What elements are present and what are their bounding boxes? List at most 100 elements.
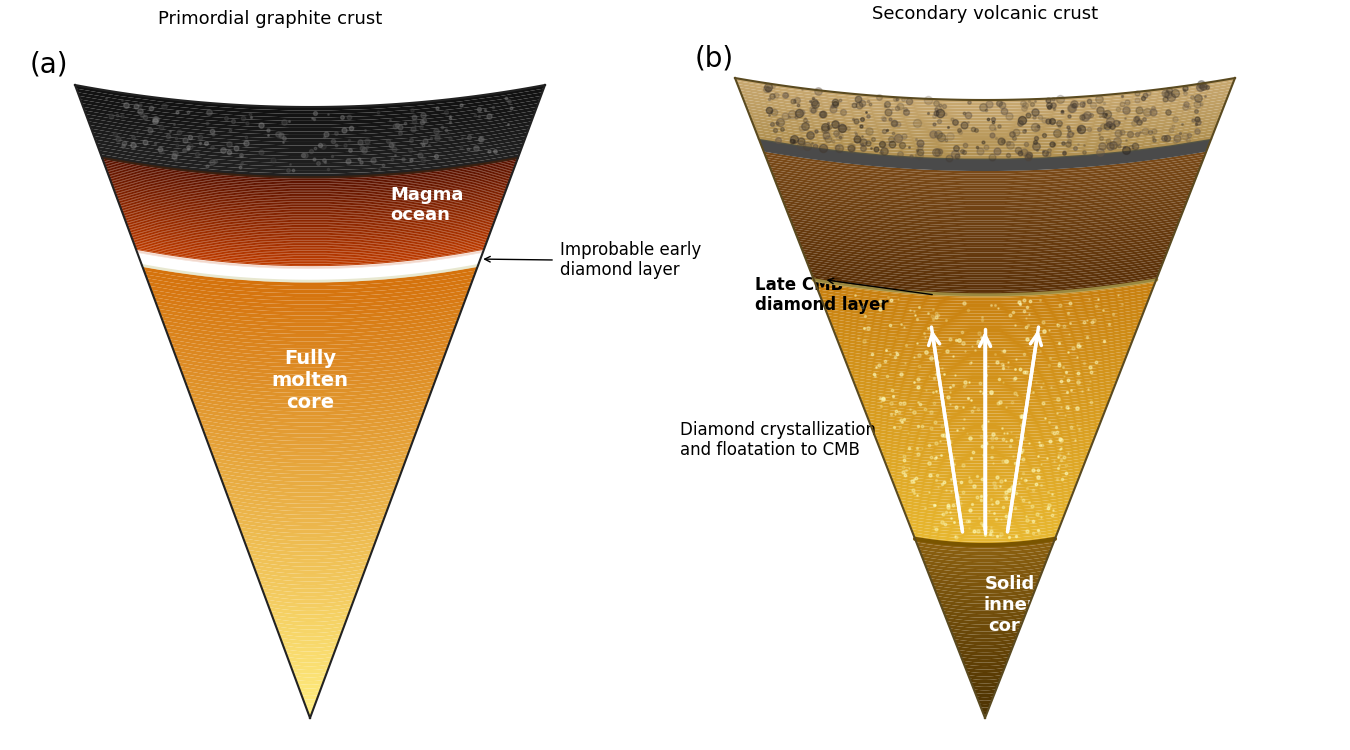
Polygon shape (113, 188, 506, 208)
Polygon shape (822, 302, 1148, 320)
Polygon shape (235, 515, 385, 526)
Polygon shape (181, 370, 439, 386)
Polygon shape (842, 354, 1127, 370)
Polygon shape (981, 707, 990, 711)
Polygon shape (182, 374, 437, 389)
Polygon shape (958, 650, 1011, 656)
Polygon shape (975, 693, 995, 698)
Polygon shape (861, 403, 1108, 416)
Polygon shape (101, 154, 520, 177)
Polygon shape (132, 241, 487, 259)
Polygon shape (205, 435, 414, 448)
Polygon shape (275, 626, 344, 633)
Polygon shape (108, 173, 513, 194)
Polygon shape (814, 280, 1156, 298)
Polygon shape (126, 222, 494, 241)
Polygon shape (277, 630, 343, 637)
Polygon shape (173, 347, 448, 364)
Polygon shape (972, 686, 998, 690)
Polygon shape (294, 676, 325, 681)
Polygon shape (148, 282, 472, 301)
Polygon shape (886, 464, 1084, 476)
Polygon shape (984, 715, 987, 718)
Polygon shape (922, 556, 1048, 566)
Polygon shape (896, 490, 1075, 501)
Polygon shape (884, 461, 1085, 473)
Polygon shape (123, 214, 497, 232)
Polygon shape (305, 706, 315, 710)
Polygon shape (112, 184, 508, 205)
Polygon shape (84, 106, 537, 131)
Polygon shape (880, 452, 1089, 464)
Polygon shape (215, 462, 405, 474)
Polygon shape (952, 632, 1019, 638)
Polygon shape (248, 554, 371, 563)
Polygon shape (757, 136, 1212, 158)
Polygon shape (211, 450, 409, 464)
Polygon shape (200, 420, 421, 434)
Polygon shape (768, 164, 1202, 186)
Polygon shape (77, 88, 544, 114)
Polygon shape (872, 429, 1098, 442)
Polygon shape (771, 170, 1199, 190)
Polygon shape (244, 542, 375, 552)
Polygon shape (80, 96, 541, 121)
Polygon shape (868, 419, 1102, 432)
Polygon shape (193, 404, 427, 419)
Polygon shape (891, 477, 1079, 488)
Polygon shape (282, 641, 339, 648)
Polygon shape (230, 500, 392, 512)
Polygon shape (791, 224, 1179, 242)
Polygon shape (162, 320, 458, 338)
Polygon shape (120, 207, 500, 226)
Polygon shape (791, 220, 1180, 240)
Polygon shape (768, 162, 1203, 183)
Polygon shape (784, 202, 1187, 223)
Text: (a): (a) (30, 50, 69, 78)
Polygon shape (100, 151, 521, 173)
Polygon shape (850, 374, 1119, 388)
Polygon shape (155, 302, 464, 320)
Polygon shape (902, 506, 1068, 517)
Polygon shape (161, 316, 459, 334)
Polygon shape (950, 628, 1021, 635)
Polygon shape (124, 218, 495, 238)
Polygon shape (745, 105, 1224, 129)
Polygon shape (140, 263, 479, 282)
Polygon shape (749, 115, 1220, 138)
Polygon shape (105, 166, 514, 187)
Polygon shape (265, 596, 355, 604)
Polygon shape (774, 177, 1196, 198)
Polygon shape (107, 171, 513, 192)
Polygon shape (857, 390, 1114, 404)
Text: Molten
outer
core: Molten outer core (1160, 270, 1230, 330)
Polygon shape (925, 564, 1045, 572)
Polygon shape (775, 180, 1195, 200)
Polygon shape (752, 121, 1218, 144)
Polygon shape (810, 269, 1160, 287)
Polygon shape (888, 471, 1081, 482)
Polygon shape (117, 198, 504, 217)
Text: Late CMB
diamond layer: Late CMB diamond layer (755, 275, 888, 314)
Polygon shape (123, 215, 497, 234)
Polygon shape (107, 170, 513, 190)
Polygon shape (263, 592, 356, 600)
Polygon shape (786, 208, 1184, 228)
Polygon shape (878, 442, 1094, 454)
Polygon shape (92, 129, 529, 152)
Polygon shape (852, 376, 1118, 392)
Polygon shape (115, 194, 505, 213)
Polygon shape (131, 237, 489, 255)
Polygon shape (764, 154, 1206, 176)
Polygon shape (290, 664, 329, 670)
Polygon shape (836, 334, 1135, 351)
Polygon shape (953, 635, 1017, 642)
Polygon shape (829, 319, 1141, 335)
Polygon shape (906, 516, 1064, 526)
Polygon shape (134, 242, 486, 260)
Polygon shape (165, 328, 455, 345)
Polygon shape (796, 236, 1173, 255)
Polygon shape (802, 249, 1168, 267)
Polygon shape (937, 596, 1033, 604)
Polygon shape (973, 689, 996, 694)
